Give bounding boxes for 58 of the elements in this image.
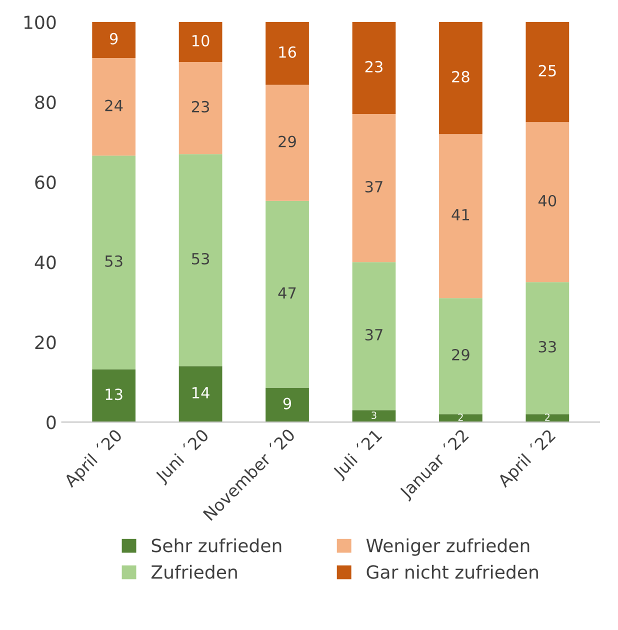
bar — [439, 22, 482, 134]
data-label: 23 — [192, 100, 210, 112]
data-label: 47 — [278, 287, 296, 298]
bar — [178, 366, 222, 422]
y-tick-label: 20 — [35, 336, 56, 350]
data-label: 9 — [283, 398, 292, 410]
bar — [266, 388, 309, 422]
bar — [526, 22, 570, 122]
bar — [92, 58, 136, 156]
data-label: 13 — [106, 388, 122, 400]
data-label: 28 — [452, 70, 470, 82]
y-tick-label: 60 — [35, 176, 56, 190]
data-label: 29 — [278, 136, 296, 148]
bar — [92, 22, 136, 58]
data-label: 23 — [365, 60, 382, 72]
bar — [266, 84, 309, 201]
data-label: 37 — [365, 328, 382, 341]
bar — [92, 369, 136, 422]
data-label: 53 — [105, 255, 122, 267]
legend-label: Sehr zufrieden — [152, 538, 282, 552]
bar — [526, 414, 570, 422]
data-label: 14 — [192, 387, 210, 398]
data-label: 24 — [105, 100, 123, 112]
y-tick-label: 0 — [46, 416, 56, 430]
bar — [352, 114, 396, 262]
y-tick-label: 100 — [24, 16, 56, 30]
bar — [439, 298, 482, 414]
bar — [352, 410, 396, 422]
bar — [178, 62, 222, 154]
data-label: 53 — [192, 252, 210, 265]
bar — [526, 122, 570, 282]
bar — [352, 22, 396, 114]
legend-label: Gar nicht zufrieden — [366, 564, 538, 579]
bar — [178, 22, 222, 62]
bar — [439, 414, 482, 422]
bar — [266, 22, 309, 85]
legend-label: Weniger zufrieden — [366, 538, 530, 556]
data-label: 2 — [545, 414, 550, 421]
data-label: 2 — [458, 414, 463, 421]
bar — [526, 282, 570, 414]
legend-label: Zufrieden — [152, 564, 237, 579]
data-label: 10 — [192, 34, 210, 46]
y-tick-label: 80 — [35, 96, 56, 110]
bar — [352, 262, 396, 410]
data-label: 40 — [538, 194, 556, 207]
bar — [92, 156, 136, 370]
data-label: 29 — [452, 348, 470, 361]
bar — [439, 134, 482, 298]
bar — [266, 200, 309, 388]
y-tick-label: 40 — [34, 256, 56, 270]
data-label: 16 — [279, 46, 296, 58]
data-label: 25 — [538, 64, 556, 76]
data-label: 41 — [452, 209, 470, 220]
data-label: 37 — [365, 180, 382, 193]
data-label: 3 — [372, 412, 376, 419]
bar — [178, 154, 222, 366]
data-label: 9 — [110, 32, 118, 44]
data-label: 33 — [538, 340, 556, 353]
